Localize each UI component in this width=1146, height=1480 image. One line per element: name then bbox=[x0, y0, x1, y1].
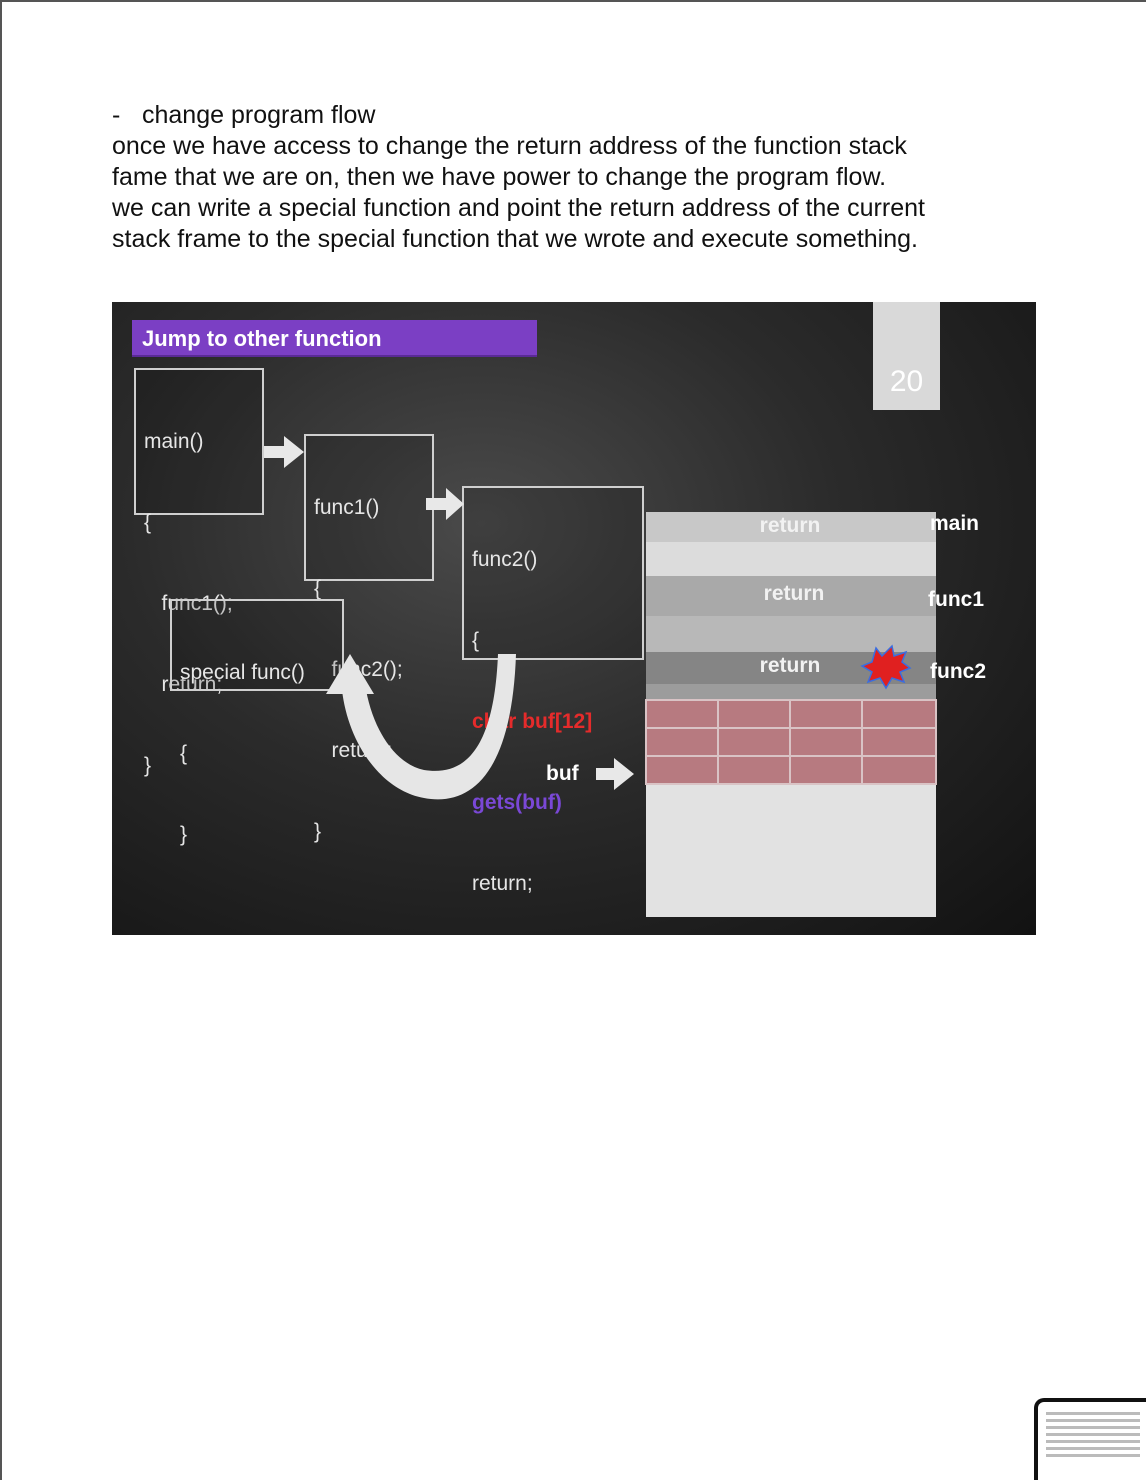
paragraph-line: fame that we are on, then we have power … bbox=[112, 163, 887, 191]
page-thumbnail[interactable] bbox=[1034, 1398, 1146, 1480]
stack-frame-func1-body bbox=[646, 616, 936, 652]
code-line: { bbox=[144, 511, 152, 534]
slide-image: Jump to other function 20 main() { func1… bbox=[112, 302, 1036, 935]
thumbnail-line bbox=[1046, 1419, 1140, 1422]
code-line: { bbox=[180, 742, 188, 765]
heading-text: change program flow bbox=[142, 101, 376, 129]
buf-label: buf bbox=[546, 762, 579, 785]
stack-frame-main-body bbox=[646, 542, 936, 576]
frame-label-func1: func1 bbox=[928, 588, 985, 611]
code-line: return; bbox=[472, 872, 533, 895]
buf-arrow-icon bbox=[596, 758, 634, 790]
thumbnail-line bbox=[1046, 1440, 1140, 1443]
code-line: } bbox=[314, 820, 322, 843]
redirect-arrowhead-icon bbox=[326, 654, 374, 694]
redirect-arrow-icon bbox=[342, 654, 516, 800]
special-func-code-box: special func() { } bbox=[170, 599, 344, 846]
stack-frame-main bbox=[646, 512, 936, 542]
stack-frame-func1 bbox=[646, 576, 936, 616]
call-arrow-icon bbox=[426, 488, 464, 520]
stack-frame-func2-saved bbox=[646, 684, 936, 700]
thumbnail-line bbox=[1046, 1447, 1140, 1450]
code-line-gets: gets(buf) bbox=[472, 791, 562, 814]
code-line: main() bbox=[144, 430, 204, 453]
call-arrow-icon bbox=[264, 436, 304, 468]
main-code-box: main() { func1(); return; } bbox=[134, 368, 264, 777]
paragraph-line: we can write a special function and poin… bbox=[112, 194, 925, 222]
paragraph-line: once we have access to change the return… bbox=[112, 132, 907, 160]
paragraph-line: stack frame to the special function that… bbox=[112, 225, 918, 253]
explosion-icon bbox=[860, 644, 912, 690]
buffer-cells bbox=[645, 699, 937, 785]
code-line: { bbox=[314, 577, 322, 600]
code-line: } bbox=[144, 754, 152, 777]
code-line: func1(); bbox=[144, 592, 233, 615]
frame-label-main: main bbox=[930, 512, 980, 535]
return-label-main: return bbox=[759, 514, 821, 537]
document-text: - change program flow once we have access… bbox=[112, 100, 1032, 255]
thumbnail-line bbox=[1046, 1433, 1140, 1436]
return-label-func1: return bbox=[763, 582, 825, 605]
thumbnail-line bbox=[1046, 1454, 1140, 1457]
frame-label-func2: func2 bbox=[930, 660, 987, 683]
bullet-dash: - bbox=[112, 101, 121, 129]
diagram-graphics bbox=[264, 436, 937, 917]
code-line: func1() bbox=[314, 496, 380, 519]
code-line: } bbox=[180, 823, 188, 846]
thumbnail-line bbox=[1046, 1426, 1140, 1429]
return-label-func2: return bbox=[759, 654, 821, 677]
slide-number: 20 bbox=[873, 302, 940, 410]
slide-title: Jump to other function bbox=[132, 320, 537, 357]
code-line: func2() bbox=[472, 548, 538, 571]
code-line: special func() bbox=[180, 661, 305, 684]
code-line: { bbox=[472, 629, 480, 652]
bullet-heading: - change program flow bbox=[112, 100, 1032, 131]
thumbnail-line bbox=[1046, 1412, 1140, 1415]
